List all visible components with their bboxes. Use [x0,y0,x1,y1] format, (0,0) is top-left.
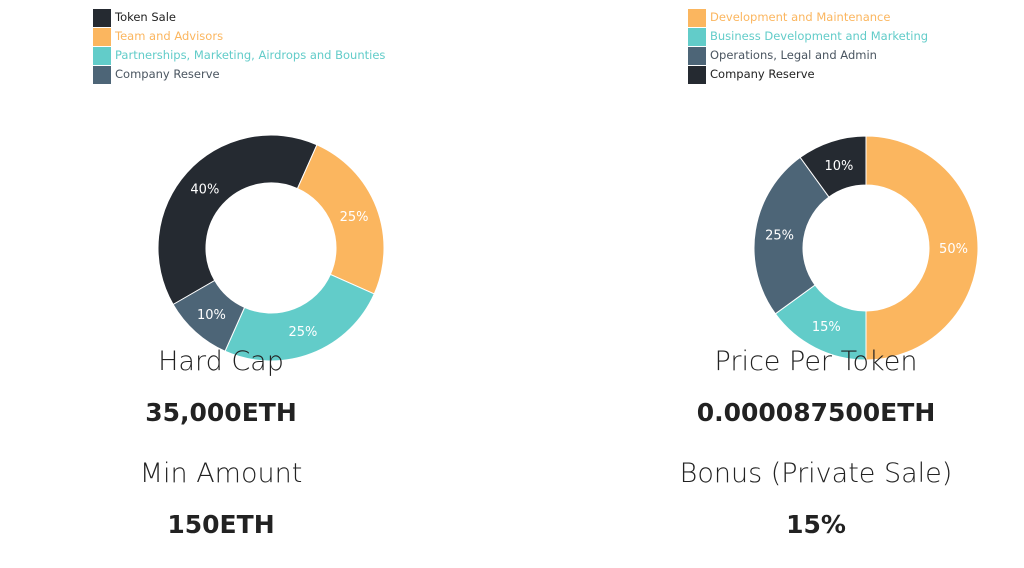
donut-slice[interactable] [865,135,979,361]
legend-label: Company Reserve [710,67,815,81]
donut-slice[interactable] [157,134,318,306]
legend-item[interactable]: Business Development and Marketing [688,27,928,46]
donut-slice[interactable] [296,144,385,295]
legend-label: Operations, Legal and Admin [710,48,877,62]
legend-item[interactable]: Token Sale [93,8,385,27]
bonus-label: Bonus (Private Sale) [679,458,953,489]
legend-item[interactable]: Company Reserve [93,65,385,84]
price-per-token-value: 0.000087500ETH [696,398,936,427]
legend-swatch [688,65,706,84]
legend-token-distribution: Token Sale Team and Advisors Partnerships,… [93,8,385,84]
legend-swatch [688,27,706,46]
slice-data-label: 10% [197,308,226,323]
donut-slice[interactable] [224,273,375,362]
legend-label: Token Sale [115,10,176,24]
bonus-value: 15% [786,510,846,539]
donut-slice[interactable] [799,135,867,198]
donut-slice[interactable] [172,279,246,352]
legend-swatch [93,65,111,84]
legend-label: Company Reserve [115,67,220,81]
min-amount-value: 150ETH [167,510,275,539]
legend-swatch [688,46,706,65]
legend-fund-allocation: Development and Maintenance Business Deve… [688,8,928,84]
min-amount-label: Min Amount [139,458,303,489]
legend-item[interactable]: Development and Maintenance [688,8,928,27]
slice-data-label: 15% [812,320,841,335]
legend-swatch [93,8,111,27]
slice-data-label: 10% [825,159,854,174]
legend-item[interactable]: Company Reserve [688,65,928,84]
slice-data-label: 25% [765,228,794,243]
slice-data-label: 25% [340,210,369,225]
slice-data-label: 40% [190,182,219,197]
hard-cap-value: 35,000ETH [145,398,297,427]
legend-swatch [688,8,706,27]
legend-item[interactable]: Operations, Legal and Admin [688,46,928,65]
legend-label: Partnerships, Marketing, Airdrops and Bo… [115,48,386,62]
slice-data-label: 50% [939,242,968,257]
donut-slice[interactable] [753,156,830,315]
hard-cap-label: Hard Cap [158,346,284,377]
price-per-token-label: Price Per Token [714,346,918,377]
legend-swatch [93,46,111,65]
legend-label: Business Development and Marketing [710,29,929,43]
legend-item[interactable]: Partnerships, Marketing, Airdrops and Bo… [93,46,385,65]
legend-swatch [93,27,111,46]
legend-label: Development and Maintenance [710,10,891,24]
legend-item[interactable]: Team and Advisors [93,27,385,46]
slice-data-label: 25% [288,325,317,340]
legend-label: Team and Advisors [115,29,224,43]
